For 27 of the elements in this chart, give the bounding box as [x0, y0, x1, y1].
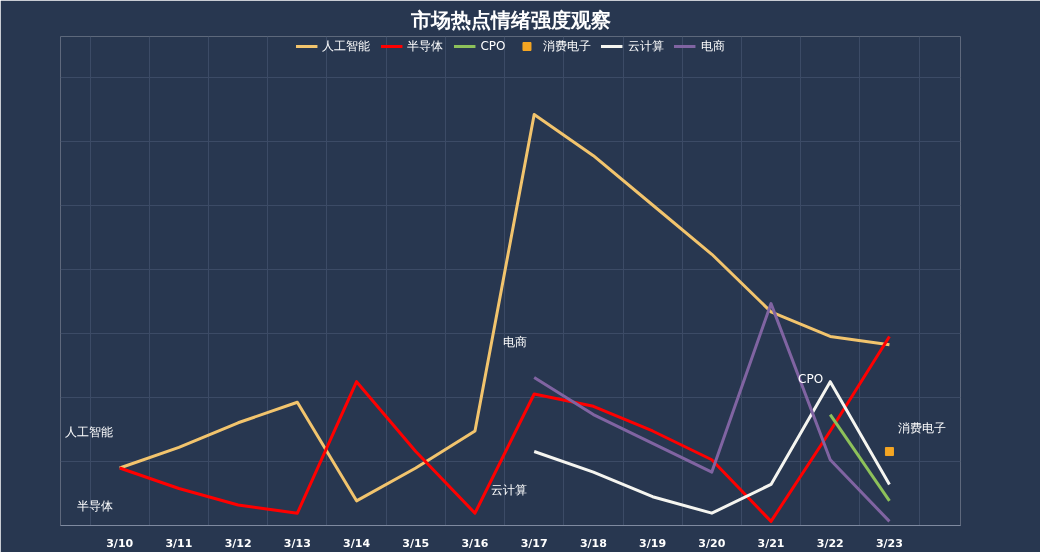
- x-tick-label: 3/14: [343, 536, 371, 550]
- text: 半导体: [76, 499, 113, 514]
- x-tick-label: 3/11: [165, 536, 193, 550]
- x-tick-label: 3/18: [579, 536, 607, 550]
- legend-label: 消费电子: [542, 37, 591, 55]
- text: 云计算: [491, 482, 528, 497]
- x-tick-label: 3/19: [639, 536, 667, 550]
- x-tick-label: 3/15: [402, 536, 430, 550]
- legend-label: 人工智能: [322, 37, 371, 55]
- x-tick-label: 3/13: [283, 536, 311, 550]
- text: 电商: [503, 334, 528, 349]
- legend-label: 电商: [700, 37, 725, 55]
- x-tick-label: 3/21: [757, 536, 785, 550]
- x-tick-label: 3/22: [816, 536, 844, 550]
- x-tick-label: 3/10: [106, 536, 134, 550]
- x-tick-label: 3/12: [224, 536, 252, 550]
- x-tick-label: 3/23: [875, 536, 903, 550]
- legend-label: 云计算: [627, 37, 664, 55]
- text: 人工智能: [64, 425, 113, 440]
- text: 消费电子: [898, 421, 947, 436]
- x-tick-label: 3/20: [698, 536, 726, 550]
- x-tick-label: 3/17: [520, 536, 548, 550]
- legend-label: 半导体: [407, 37, 444, 55]
- x-tick-label: 3/16: [461, 536, 489, 550]
- chart-title: 市场热点情绪强度观察: [409, 7, 611, 32]
- legend-label: CPO: [480, 39, 506, 53]
- text: CPO: [798, 371, 824, 386]
